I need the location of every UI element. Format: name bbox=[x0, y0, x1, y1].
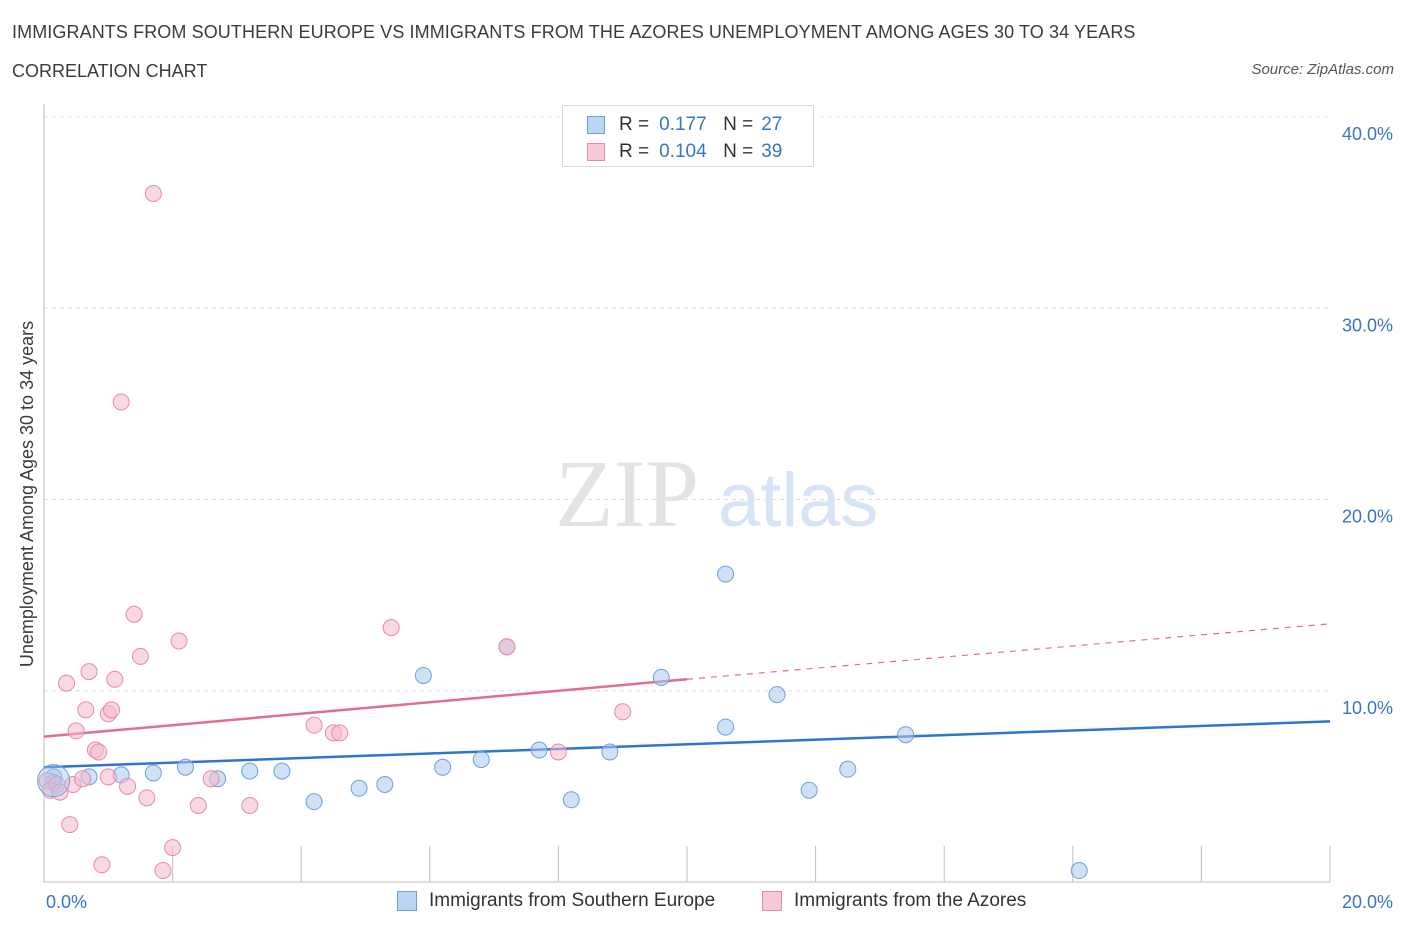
swatch-azores bbox=[587, 143, 605, 161]
point-azores bbox=[67, 722, 85, 740]
point-azores bbox=[164, 839, 182, 857]
point-southern-europe bbox=[472, 751, 490, 769]
point-southern-europe bbox=[176, 758, 194, 776]
point-azores bbox=[305, 716, 323, 734]
watermark-zip: ZIP bbox=[555, 440, 699, 547]
point-azores bbox=[382, 619, 400, 637]
point-azores bbox=[331, 724, 349, 742]
trend-lines bbox=[43, 623, 1331, 769]
axis-labels: 10.0% 20.0% 30.0% 40.0% 0.0% 20.0% Unemploymen… bbox=[17, 124, 1393, 912]
stats-legend: R = 0.177 N = 27 R = 0.104 N = 39 bbox=[562, 105, 814, 167]
point-southern-europe bbox=[562, 791, 580, 809]
y-tick-label: 40.0% bbox=[1342, 124, 1393, 144]
point-southern-europe bbox=[414, 666, 432, 684]
point-azores bbox=[189, 797, 207, 814]
x-tick-label: 0.0% bbox=[46, 892, 87, 912]
chart-title: IMMIGRANTS FROM SOUTHERN EUROPE VS IMMIG… bbox=[12, 22, 1136, 42]
trend-azores-extrapolated bbox=[686, 623, 1331, 680]
swatch-southern-europe bbox=[587, 116, 605, 134]
point-southern-europe bbox=[1070, 862, 1088, 880]
point-southern-europe bbox=[839, 760, 857, 778]
legend-item-azores[interactable]: Immigrants from the Azores bbox=[762, 890, 1026, 912]
point-southern-europe bbox=[144, 764, 162, 782]
point-azores bbox=[112, 393, 130, 411]
point-azores bbox=[103, 701, 121, 719]
y-tick-label: 30.0% bbox=[1342, 315, 1393, 335]
n-label: N = bbox=[723, 114, 754, 135]
point-southern-europe bbox=[601, 743, 619, 761]
point-southern-europe bbox=[717, 718, 735, 736]
point-southern-europe bbox=[652, 668, 670, 686]
n-value: 27 bbox=[761, 114, 783, 135]
point-southern-europe bbox=[350, 779, 368, 797]
point-azores bbox=[498, 638, 516, 656]
point-azores bbox=[74, 770, 92, 788]
r-label: R = bbox=[619, 141, 650, 162]
stats-row-southern-europe: R = 0.177 N = 27 bbox=[587, 113, 782, 137]
chart-subtitle: CORRELATION CHART bbox=[12, 61, 208, 81]
point-azores bbox=[549, 743, 567, 761]
point-southern-europe-cluster bbox=[37, 764, 71, 798]
point-southern-europe bbox=[241, 762, 259, 780]
stats-row-azores: R = 0.104 N = 39 bbox=[587, 140, 782, 164]
point-azores bbox=[125, 605, 143, 623]
trend-southern-europe bbox=[43, 720, 1331, 769]
x-tick-label: 20.0% bbox=[1342, 892, 1393, 912]
point-azores bbox=[202, 770, 220, 788]
r-label: R = bbox=[619, 114, 650, 135]
point-azores bbox=[138, 789, 156, 807]
watermark-atlas: atlas bbox=[718, 458, 879, 543]
point-azores bbox=[119, 777, 137, 795]
n-value: 39 bbox=[761, 141, 783, 162]
point-azores bbox=[80, 663, 98, 681]
legend-label-azores: Immigrants from the Azores bbox=[794, 890, 1027, 911]
point-southern-europe bbox=[768, 686, 786, 704]
point-azores bbox=[241, 797, 259, 814]
trend-azores bbox=[43, 678, 688, 738]
y-tick-label: 20.0% bbox=[1342, 507, 1393, 527]
point-azores bbox=[61, 816, 79, 834]
point-azores bbox=[58, 674, 76, 692]
point-southern-europe bbox=[434, 758, 452, 776]
point-azores bbox=[131, 647, 149, 665]
legend-swatch-azores bbox=[762, 891, 782, 911]
y-tick-label: 10.0% bbox=[1342, 698, 1393, 718]
y-axis-title: Unemployment Among Ages 30 to 34 years bbox=[17, 321, 37, 667]
n-label: N = bbox=[723, 141, 754, 162]
point-southern-europe bbox=[273, 762, 291, 780]
point-southern-europe bbox=[305, 793, 323, 811]
legend-label-southern-europe: Immigrants from Southern Europe bbox=[429, 890, 716, 911]
watermark: ZIP atlas bbox=[555, 440, 879, 547]
source-label: Source: ZipAtlas.com bbox=[1251, 61, 1394, 78]
point-southern-europe bbox=[530, 741, 548, 759]
legend-item-southern-europe[interactable]: Immigrants from Southern Europe bbox=[397, 890, 715, 912]
data-points bbox=[37, 185, 1088, 880]
point-southern-europe bbox=[800, 781, 818, 799]
gridlines bbox=[44, 116, 1330, 692]
point-azores bbox=[144, 185, 162, 202]
point-azores bbox=[93, 856, 111, 874]
point-azores bbox=[99, 768, 117, 786]
point-southern-europe bbox=[897, 726, 915, 744]
point-southern-europe bbox=[717, 565, 735, 583]
point-azores bbox=[614, 703, 632, 721]
point-southern-europe bbox=[376, 775, 394, 793]
r-value: 0.104 bbox=[659, 141, 707, 162]
legend-swatch-southern-europe bbox=[397, 891, 417, 911]
point-azores bbox=[90, 743, 108, 761]
r-value: 0.177 bbox=[659, 114, 707, 135]
point-azores bbox=[154, 862, 172, 880]
point-azores bbox=[170, 632, 188, 650]
point-azores bbox=[77, 701, 95, 719]
point-azores bbox=[106, 670, 124, 688]
